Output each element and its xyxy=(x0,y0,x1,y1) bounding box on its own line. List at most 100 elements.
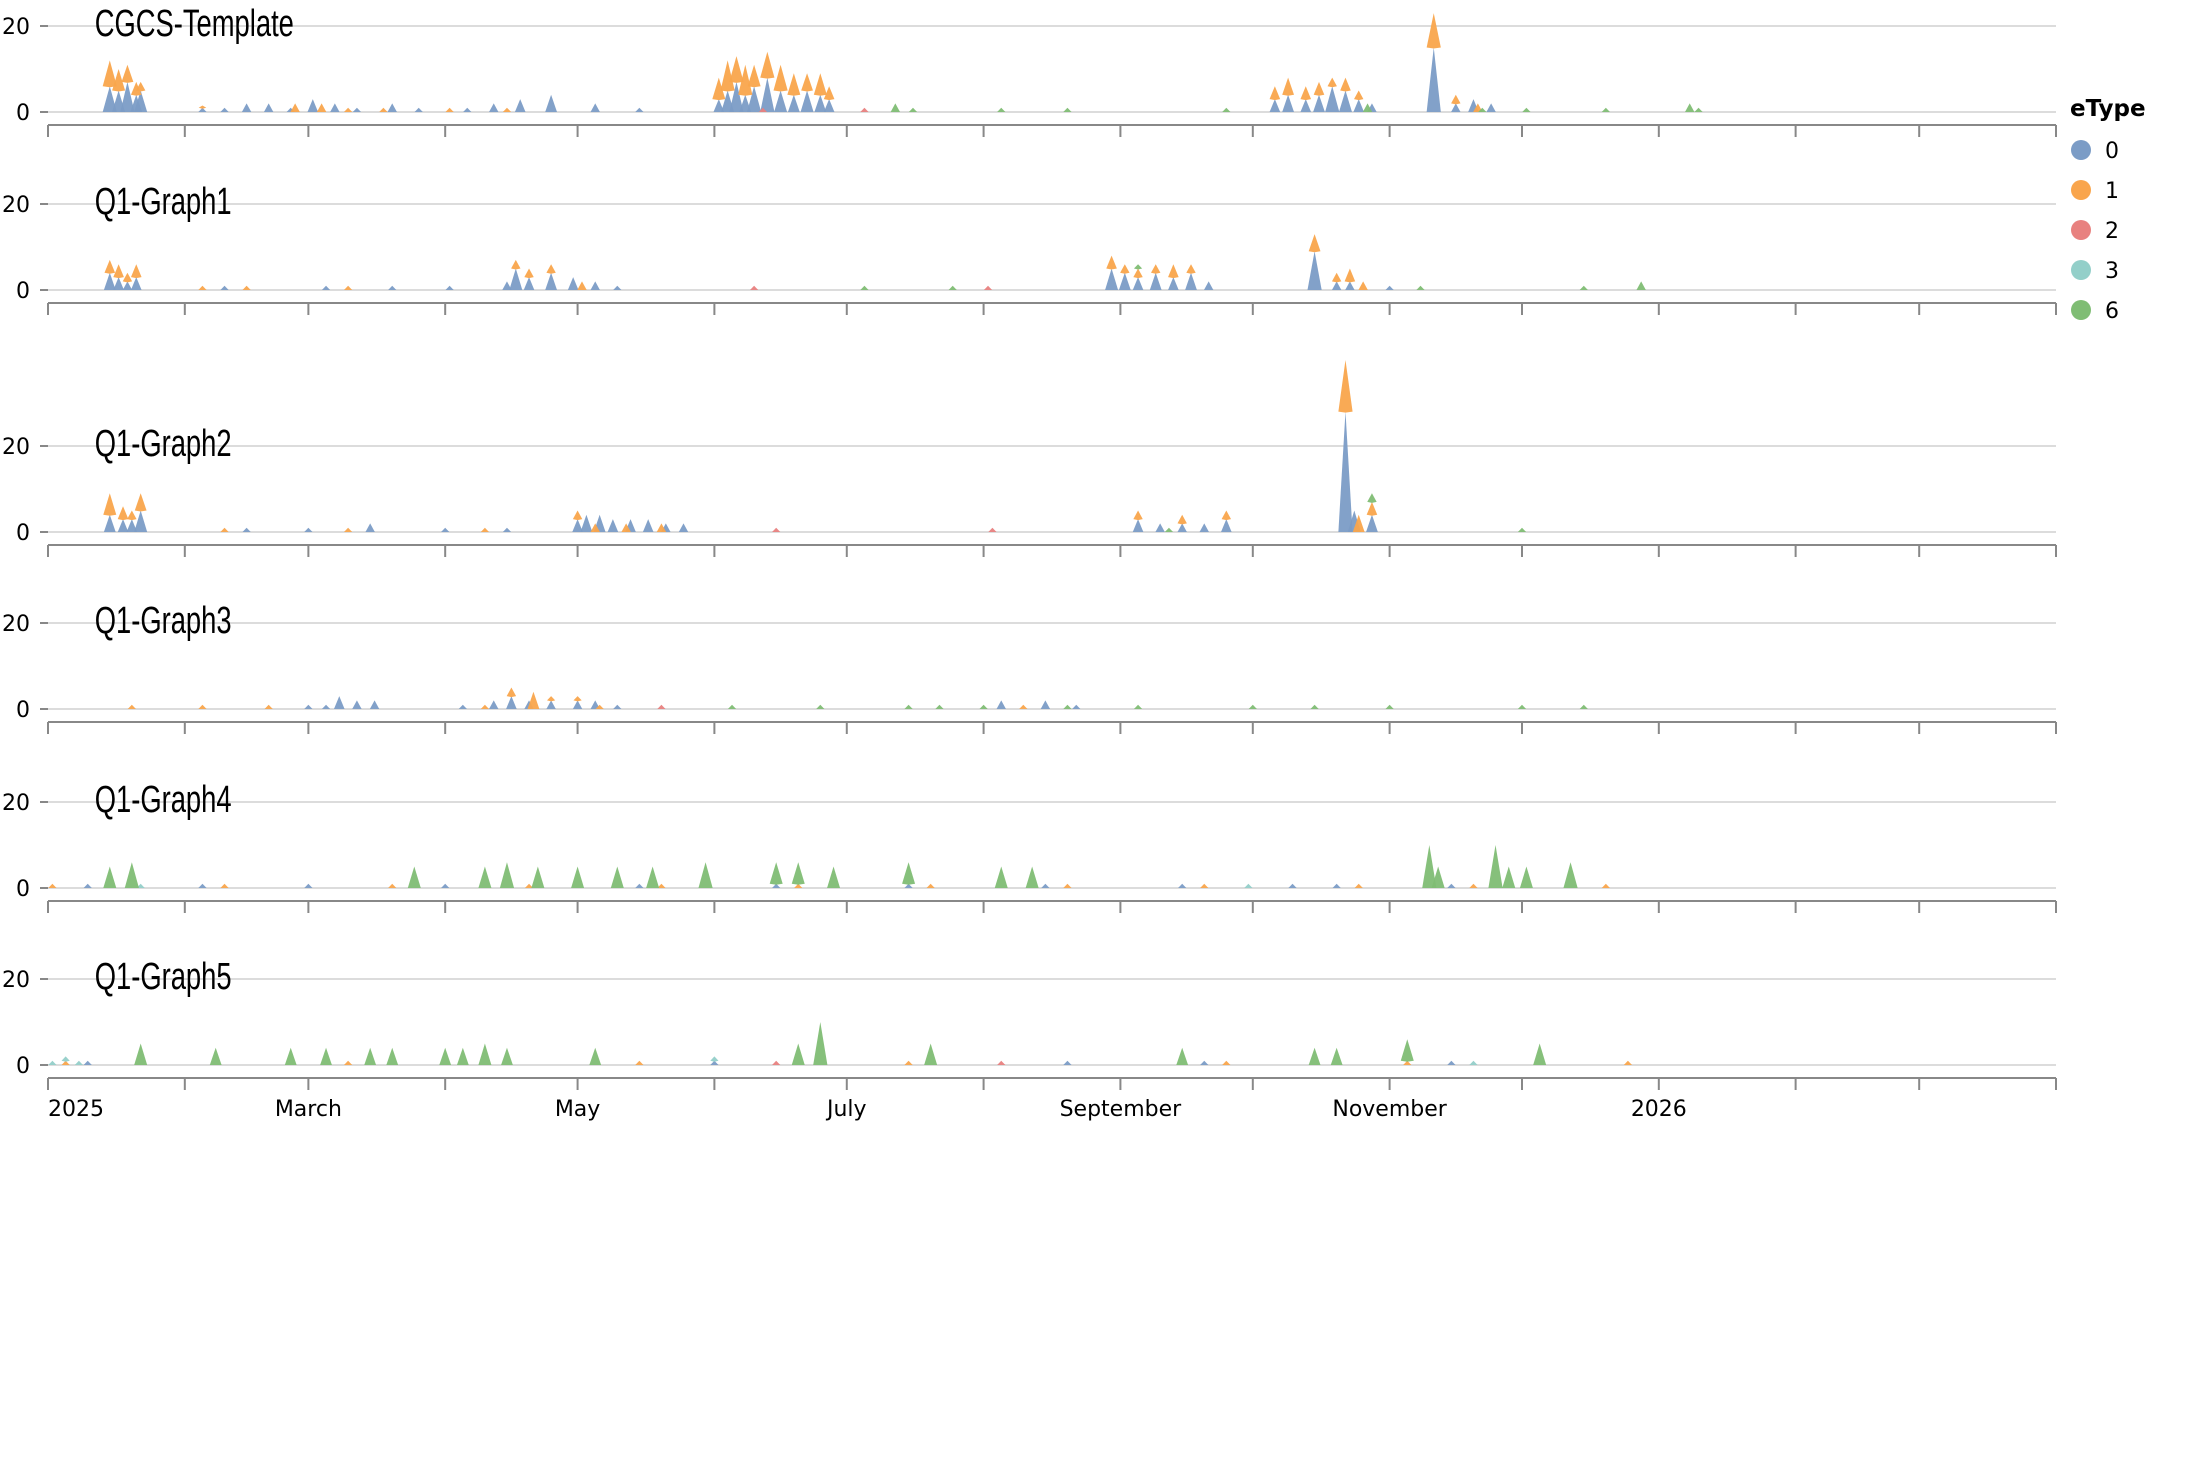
area-mark xyxy=(198,285,207,290)
y-tick-label: 0 xyxy=(16,877,30,902)
legend-item-6: 6 xyxy=(2071,299,2119,324)
area-mark xyxy=(1451,103,1461,112)
area-mark xyxy=(1200,1060,1209,1065)
area-mark xyxy=(307,99,319,112)
area-mark xyxy=(635,107,644,112)
panel-5: 0 20 Q1-Graph4 xyxy=(2,779,2057,913)
legend-label: 0 xyxy=(2105,139,2119,164)
legend: eType 0 1 2 3 6 xyxy=(2070,96,2146,324)
area-mark xyxy=(635,883,644,888)
area-mark xyxy=(580,514,593,532)
area-mark xyxy=(769,862,783,885)
area-mark xyxy=(1332,883,1341,888)
area-mark xyxy=(103,272,116,290)
series-0 xyxy=(103,251,1394,290)
area-mark xyxy=(117,506,129,521)
area-mark xyxy=(816,704,825,709)
area-mark xyxy=(1331,272,1342,283)
area-mark xyxy=(130,264,142,279)
area-mark xyxy=(117,519,129,532)
area-mark xyxy=(1186,264,1196,274)
area-mark xyxy=(607,519,619,532)
area-mark xyxy=(1385,704,1394,709)
area-mark xyxy=(904,883,913,888)
area-mark xyxy=(1282,77,1295,96)
series-2 xyxy=(758,107,869,112)
area-mark xyxy=(983,285,993,290)
series-6 xyxy=(890,103,1703,112)
area-mark xyxy=(1522,107,1531,112)
area-mark xyxy=(926,883,935,888)
area-mark xyxy=(860,107,869,112)
legend-item-3: 3 xyxy=(2071,259,2119,284)
area-mark xyxy=(996,700,1006,709)
legend-label: 2 xyxy=(2105,219,2119,244)
area-mark xyxy=(787,73,801,96)
area-mark xyxy=(220,883,229,888)
area-mark xyxy=(760,77,775,112)
area-mark xyxy=(1636,281,1646,290)
legend-item-1: 1 xyxy=(2071,179,2119,204)
area-mark xyxy=(710,1056,719,1062)
area-mark xyxy=(509,268,523,290)
area-mark xyxy=(198,107,207,112)
area-mark xyxy=(1533,1043,1547,1065)
area-mark xyxy=(407,866,421,888)
series-1 xyxy=(127,687,1028,709)
area-mark xyxy=(1269,86,1281,101)
area-mark xyxy=(478,1043,492,1065)
area-mark xyxy=(1118,272,1131,290)
area-mark xyxy=(445,285,454,290)
area-mark xyxy=(489,700,499,709)
area-mark xyxy=(1313,81,1325,96)
series-6 xyxy=(727,704,1588,709)
area-mark xyxy=(1366,514,1378,532)
legend-label: 1 xyxy=(2105,179,2119,204)
panel-title: CGCS-Template xyxy=(95,3,294,45)
area-mark xyxy=(794,883,803,888)
area-mark xyxy=(1300,86,1312,101)
area-mark xyxy=(729,56,744,83)
area-mark xyxy=(545,94,558,112)
area-mark xyxy=(678,523,689,532)
area-mark xyxy=(506,687,517,698)
area-mark xyxy=(1164,527,1174,532)
area-mark xyxy=(1313,94,1325,112)
area-mark xyxy=(571,866,585,888)
legend-swatch xyxy=(2071,220,2091,240)
area-mark xyxy=(364,1047,377,1065)
panels-layer: 0 20 CGCS-Template 0 20 Q1-Graph1 0 20 Q1-Graph2… xyxy=(2,3,2057,1122)
panel-title: Q1-Graph4 xyxy=(95,779,232,821)
area-mark xyxy=(1063,107,1072,112)
area-mark xyxy=(1269,99,1281,112)
series-6 xyxy=(860,264,1646,290)
area-mark xyxy=(1358,281,1368,290)
area-mark xyxy=(1177,514,1187,525)
area-mark xyxy=(1176,1047,1189,1065)
area-mark xyxy=(800,90,814,112)
area-mark xyxy=(1416,285,1425,290)
area-mark xyxy=(502,281,512,290)
area-mark xyxy=(135,81,146,92)
area-mark xyxy=(388,285,397,290)
area-mark xyxy=(814,94,827,112)
series-6 xyxy=(134,1022,1547,1065)
area-mark xyxy=(74,1060,83,1065)
area-mark xyxy=(595,704,604,709)
area-mark xyxy=(499,862,515,888)
x-tick-label: 2025 xyxy=(48,1097,104,1122)
series-3 xyxy=(48,1056,1478,1065)
area-mark xyxy=(83,883,92,888)
area-mark xyxy=(589,1047,602,1065)
y-tick-label: 20 xyxy=(2,612,30,637)
area-mark xyxy=(813,73,827,96)
area-mark xyxy=(220,285,229,290)
area-mark xyxy=(1307,251,1322,290)
area-mark xyxy=(1132,519,1144,532)
area-mark xyxy=(1431,866,1445,888)
area-mark xyxy=(1486,103,1496,112)
legend-swatch xyxy=(2071,260,2091,280)
area-mark xyxy=(1310,704,1319,709)
area-mark xyxy=(134,493,147,512)
area-mark xyxy=(321,285,331,290)
